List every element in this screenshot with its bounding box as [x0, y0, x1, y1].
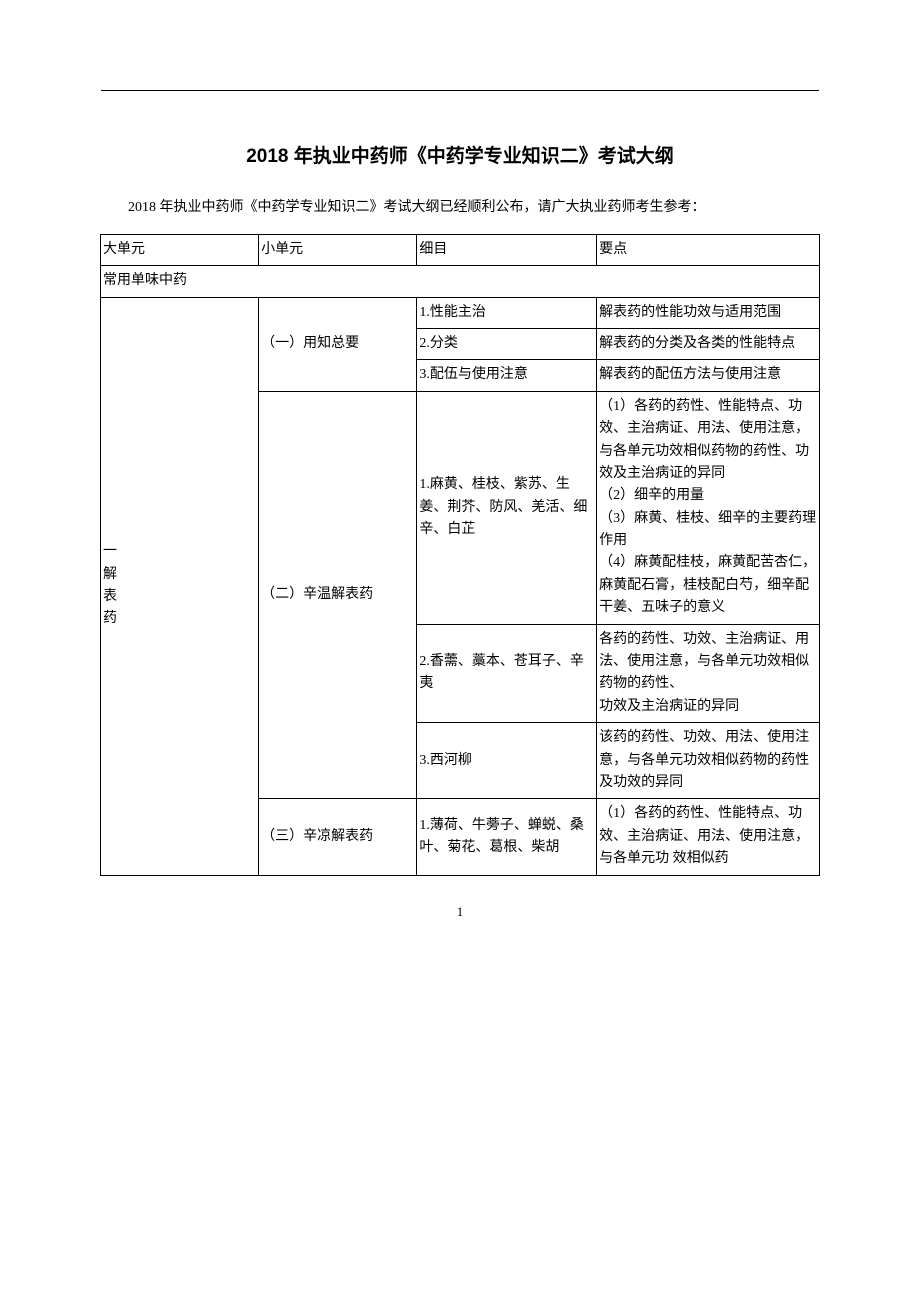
yaodian-cell: 解表药的配伍方法与使用注意 [597, 360, 820, 391]
ximu-cell: 3.配伍与使用注意 [417, 360, 597, 391]
table-header-row: 大单元 小单元 细目 要点 [101, 234, 820, 265]
document-page: 2018 年执业中药师《中药学专业知识二》考试大纲 2018 年执业中药师《中药… [0, 0, 920, 960]
header-big-unit: 大单元 [101, 234, 259, 265]
header-ximu: 细目 [417, 234, 597, 265]
ximu-cell: 3.西河柳 [417, 723, 597, 799]
ximu-cell: 1.麻黄、桂枝、紫苏、生姜、荆芥、防风、羌活、细辛、白芷 [417, 391, 597, 624]
header-sub-unit: 小单元 [259, 234, 417, 265]
big-unit-cell: 一 解 表 药 [101, 297, 259, 875]
yaodian-cell: 解表药的性能功效与适用范围 [597, 297, 820, 328]
yaodian-cell: （1）各药的药性、性能特点、功效、主治病证、用法、使用注意，与各单元功效相似药物… [597, 391, 820, 624]
document-title: 2018 年执业中药师《中药学专业知识二》考试大纲 [100, 141, 820, 168]
section-heading-row: 常用单味中药 [101, 266, 820, 297]
ximu-cell: 2.香薷、藁本、苍耳子、辛夷 [417, 624, 597, 723]
yaodian-cell: （1）各药的药性、性能特点、功效、主治病证、用法、使用注意，与各单元功 效相似药 [597, 799, 820, 875]
section-heading: 常用单味中药 [101, 266, 820, 297]
ximu-cell: 2.分类 [417, 328, 597, 359]
top-rule [101, 90, 819, 91]
subunit-cell: （三）辛凉解表药 [259, 799, 417, 875]
yaodian-cell: 各药的药性、功效、主治病证、用法、使用注意，与各单元功效相似药物的药性、 功效及… [597, 624, 820, 723]
subunit-cell: （二）辛温解表药 [259, 391, 417, 799]
syllabus-table: 大单元 小单元 细目 要点 常用单味中药 一 解 表 药 （一）用知总要 1.性… [100, 234, 820, 876]
yaodian-cell: 解表药的分类及各类的性能特点 [597, 328, 820, 359]
intro-paragraph: 2018 年执业中药师《中药学专业知识二》考试大纲已经顺利公布，请广大执业药师考… [100, 196, 820, 220]
ximu-cell: 1.性能主治 [417, 297, 597, 328]
ximu-cell: 1.薄荷、牛蒡子、蝉蜕、桑叶、菊花、葛根、柴胡 [417, 799, 597, 875]
page-number: 1 [100, 904, 820, 920]
table-row: 一 解 表 药 （一）用知总要 1.性能主治 解表药的性能功效与适用范围 [101, 297, 820, 328]
header-yaodian: 要点 [597, 234, 820, 265]
yaodian-cell: 该药的药性、功效、用法、使用注意，与各单元功效相似药物的药性及功效的异同 [597, 723, 820, 799]
subunit-cell: （一）用知总要 [259, 297, 417, 391]
